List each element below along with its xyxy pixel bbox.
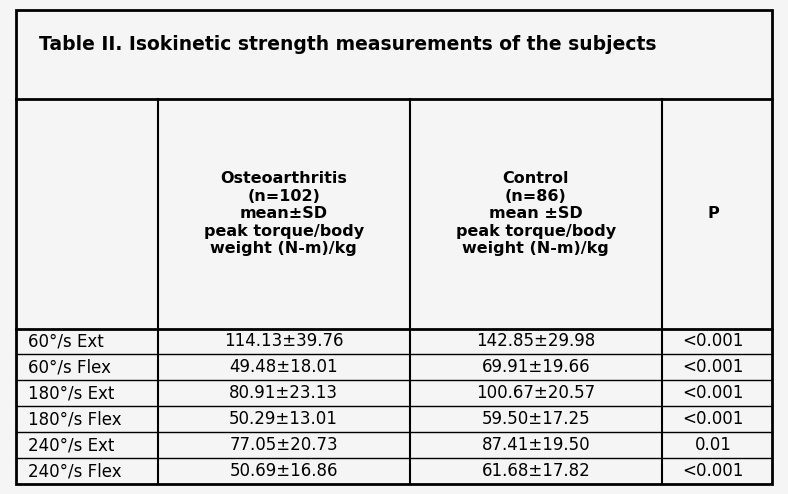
Text: 50.69±16.86: 50.69±16.86 xyxy=(229,462,338,480)
Text: <0.001: <0.001 xyxy=(682,384,744,402)
Text: 180°/s Ext: 180°/s Ext xyxy=(28,384,114,402)
Text: 87.41±19.50: 87.41±19.50 xyxy=(481,436,590,454)
Text: 142.85±29.98: 142.85±29.98 xyxy=(476,332,596,350)
Text: 59.50±17.25: 59.50±17.25 xyxy=(481,411,590,428)
Text: <0.001: <0.001 xyxy=(682,462,744,480)
Text: 0.01: 0.01 xyxy=(695,436,731,454)
FancyBboxPatch shape xyxy=(16,10,772,484)
Text: P: P xyxy=(708,206,719,221)
Text: 240°/s Flex: 240°/s Flex xyxy=(28,462,121,480)
Text: 77.05±20.73: 77.05±20.73 xyxy=(229,436,338,454)
Text: <0.001: <0.001 xyxy=(682,411,744,428)
Text: <0.001: <0.001 xyxy=(682,332,744,350)
Text: 60°/s Flex: 60°/s Flex xyxy=(28,359,110,376)
Text: Table II. Isokinetic strength measurements of the subjects: Table II. Isokinetic strength measuremen… xyxy=(39,35,657,53)
Text: 80.91±23.13: 80.91±23.13 xyxy=(229,384,338,402)
Text: 114.13±39.76: 114.13±39.76 xyxy=(224,332,344,350)
Text: 100.67±20.57: 100.67±20.57 xyxy=(476,384,596,402)
Text: Osteoarthritis
(n=102)
mean±SD
peak torque/body
weight (N-m)/kg: Osteoarthritis (n=102) mean±SD peak torq… xyxy=(203,171,364,256)
Text: 49.48±18.01: 49.48±18.01 xyxy=(229,359,338,376)
Text: 50.29±13.01: 50.29±13.01 xyxy=(229,411,338,428)
Text: 61.68±17.82: 61.68±17.82 xyxy=(481,462,590,480)
Text: <0.001: <0.001 xyxy=(682,359,744,376)
Text: 69.91±19.66: 69.91±19.66 xyxy=(481,359,590,376)
Text: Control
(n=86)
mean ±SD
peak torque/body
weight (N-m)/kg: Control (n=86) mean ±SD peak torque/body… xyxy=(455,171,616,256)
Text: 180°/s Flex: 180°/s Flex xyxy=(28,411,121,428)
Text: 240°/s Ext: 240°/s Ext xyxy=(28,436,114,454)
Text: 60°/s Ext: 60°/s Ext xyxy=(28,332,103,350)
